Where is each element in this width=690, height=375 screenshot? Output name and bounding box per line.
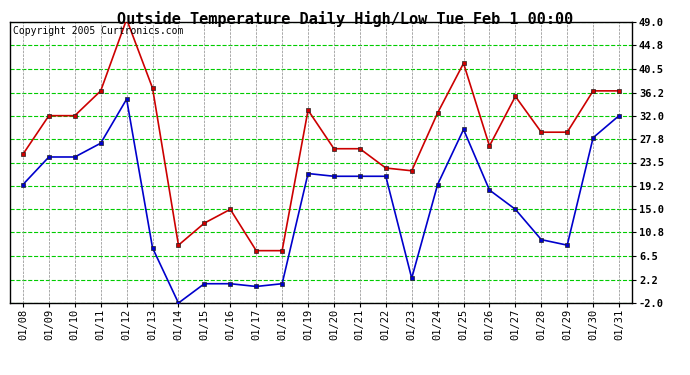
Text: Copyright 2005 Curtronics.com: Copyright 2005 Curtronics.com	[13, 26, 184, 36]
Text: Outside Temperature Daily High/Low Tue Feb 1 00:00: Outside Temperature Daily High/Low Tue F…	[117, 11, 573, 27]
